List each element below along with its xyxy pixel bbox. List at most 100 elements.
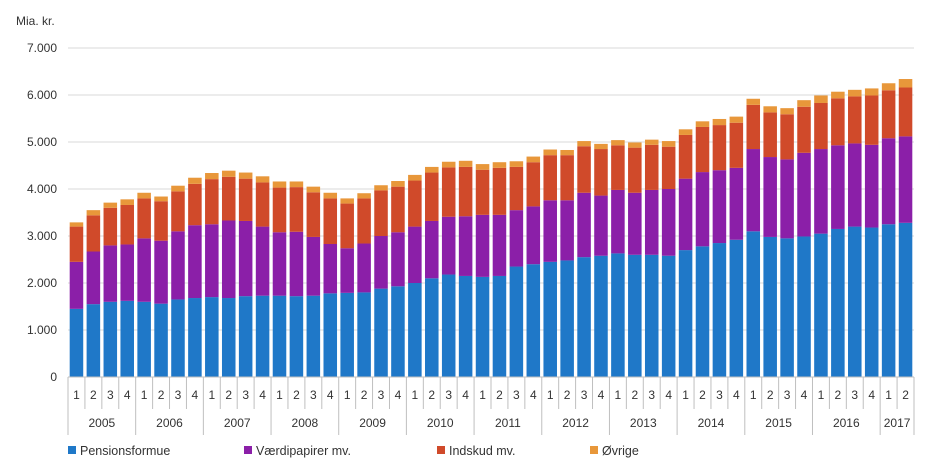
year-tick-label: 2008 [292, 416, 319, 430]
quarter-tick-label: 4 [665, 388, 672, 402]
bar-segment [611, 145, 625, 190]
bar-segment [644, 139, 659, 145]
bar-segment [746, 104, 761, 150]
bar-segment [103, 202, 118, 208]
bar-segment [103, 245, 118, 302]
bar-stack [628, 142, 642, 377]
bar-segment [475, 276, 490, 377]
bar-segment [391, 186, 405, 233]
bar-segment [864, 88, 879, 96]
bar-segment [255, 295, 270, 377]
bar-stack [814, 95, 828, 377]
bar-segment [628, 254, 642, 377]
bar-stack [881, 83, 896, 377]
quarter-tick-label: 4 [327, 388, 334, 402]
bar-stack [69, 222, 84, 377]
bar-segment [594, 195, 608, 256]
bar-segment [408, 174, 422, 181]
quarter-tick-label: 1 [208, 388, 215, 402]
quarter-tick-label: 1 [412, 388, 419, 402]
quarter-tick-label: 3 [784, 388, 791, 402]
legend-item: Øvrige [590, 444, 639, 458]
legend-item: Pensionsformue [68, 444, 170, 458]
bar-segment [644, 189, 659, 255]
y-axis-ticks: 0 1.000 2.000 3.000 4.000 5.000 6.000 7.000 [27, 41, 57, 384]
bar-segment [898, 79, 913, 88]
quarter-tick-label: 3 [378, 388, 385, 402]
bar-segment [374, 236, 388, 289]
bar-segment [357, 198, 371, 244]
bar-segment [780, 238, 794, 377]
bar-stack [188, 177, 202, 377]
bar-segment [205, 224, 219, 298]
bar-segment [729, 116, 744, 123]
bar-segment [695, 246, 710, 377]
y-tick-label: 3.000 [27, 229, 57, 243]
bar-segment [526, 162, 541, 207]
bar-segment [864, 227, 879, 377]
bar-segment [69, 226, 84, 262]
bar-segment [458, 275, 473, 377]
quarter-tick-label: 3 [107, 388, 114, 402]
bar-segment [408, 180, 422, 227]
bar-segment [611, 140, 625, 146]
bar-segment [188, 225, 202, 299]
bar-segment [357, 243, 371, 293]
bar-segment [221, 220, 236, 299]
bar-segment [238, 178, 253, 221]
year-tick-label: 2017 [884, 416, 911, 430]
bar-stack [425, 166, 439, 377]
bar-segment [205, 179, 219, 225]
bar-segment [577, 257, 591, 377]
bar-segment [898, 136, 913, 223]
bar-segment [848, 226, 862, 377]
quarter-tick-label: 4 [395, 388, 402, 402]
bar-stack [120, 199, 134, 377]
bar-segment [628, 192, 642, 255]
bar-segment [509, 166, 524, 211]
bar-segment [120, 199, 134, 205]
bar-segment [526, 156, 541, 163]
bar-segment [492, 167, 507, 215]
bar-segment [255, 182, 270, 227]
bar-segment [171, 299, 185, 377]
bar-segment [695, 126, 710, 173]
y-tick-label: 5.000 [27, 135, 57, 149]
bar-segment [814, 149, 828, 234]
bar-stack [306, 186, 321, 377]
quarter-tick-label: 1 [344, 388, 351, 402]
bar-segment [746, 98, 761, 105]
bar-segment [120, 244, 134, 301]
bar-segment [712, 243, 727, 377]
bar-segment [797, 100, 811, 107]
bar-segment [780, 108, 794, 115]
bar-segment [441, 274, 456, 377]
bar-segment [323, 243, 338, 294]
year-tick-label: 2016 [833, 416, 860, 430]
quarter-tick-label: 3 [310, 388, 317, 402]
bar-segment [340, 248, 354, 293]
bar-segment [120, 300, 134, 377]
bar-segment [763, 112, 777, 158]
bar-segment [154, 201, 168, 241]
quarter-tick-label: 4 [259, 388, 266, 402]
year-tick-label: 2011 [495, 416, 521, 430]
bar-segment [526, 264, 541, 377]
year-tick-label: 2006 [156, 416, 183, 430]
bar-stack [238, 172, 253, 377]
bar-stack [780, 108, 794, 377]
year-tick-label: 2013 [630, 416, 657, 430]
bar-stack [86, 210, 101, 377]
year-tick-label: 2012 [562, 416, 589, 430]
bar-segment [661, 189, 676, 256]
y-tick-label: 4.000 [27, 182, 57, 196]
bar-stack [661, 141, 676, 377]
quarter-tick-label: 2 [361, 388, 368, 402]
bar-segment [255, 176, 270, 183]
bar-segment [103, 207, 118, 246]
bar-segment [340, 203, 354, 249]
bar-segment [86, 215, 101, 252]
quarter-tick-label: 3 [513, 388, 520, 402]
bar-segment [881, 138, 896, 225]
